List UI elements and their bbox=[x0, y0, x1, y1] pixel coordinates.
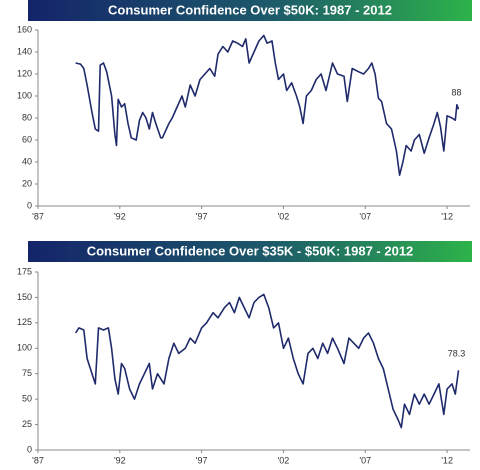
y-tick-label: 20 bbox=[22, 178, 32, 188]
x-tick-label: '07 bbox=[359, 455, 371, 465]
y-tick-label: 100 bbox=[17, 90, 32, 100]
y-tick-label: 150 bbox=[17, 292, 32, 302]
chart-title: Consumer Confidence Over $35K - $50K: 19… bbox=[87, 243, 414, 258]
title-bar bbox=[28, 0, 472, 21]
y-tick-label: 125 bbox=[17, 317, 32, 327]
line bbox=[74, 293, 460, 429]
title-bar bbox=[28, 241, 472, 262]
y-tick-label: 25 bbox=[22, 419, 32, 429]
y-tick-label: 40 bbox=[22, 156, 32, 166]
x-tick-label: '87 bbox=[32, 455, 44, 465]
x-tick-label: '02 bbox=[278, 455, 290, 465]
y-tick-label: 50 bbox=[22, 394, 32, 404]
y-tick-label: 100 bbox=[17, 343, 32, 353]
x-tick-label: '87 bbox=[32, 211, 44, 221]
y-tick-label: 75 bbox=[22, 368, 32, 378]
x-tick-label: '12 bbox=[441, 455, 453, 465]
x-tick-label: '92 bbox=[114, 455, 126, 465]
chart-title: Consumer Confidence Over $50K: 1987 - 20… bbox=[108, 2, 392, 17]
y-tick-label: 140 bbox=[17, 46, 32, 56]
annotation: 88 bbox=[452, 88, 462, 98]
y-tick-label: 120 bbox=[17, 68, 32, 78]
x-tick-label: '97 bbox=[196, 211, 208, 221]
y-tick-label: 0 bbox=[27, 200, 32, 210]
x-tick-label: '92 bbox=[114, 211, 126, 221]
annotation: 78.3 bbox=[448, 349, 466, 359]
y-tick-label: 80 bbox=[22, 112, 32, 122]
y-tick-label: 60 bbox=[22, 134, 32, 144]
y-tick-label: 0 bbox=[27, 444, 32, 454]
line bbox=[75, 34, 460, 176]
x-tick-label: '12 bbox=[441, 211, 453, 221]
x-tick-label: '97 bbox=[196, 455, 208, 465]
x-tick-label: '07 bbox=[359, 211, 371, 221]
y-tick-label: 160 bbox=[17, 24, 32, 34]
x-tick-label: '02 bbox=[278, 211, 290, 221]
y-tick-label: 175 bbox=[17, 266, 32, 276]
